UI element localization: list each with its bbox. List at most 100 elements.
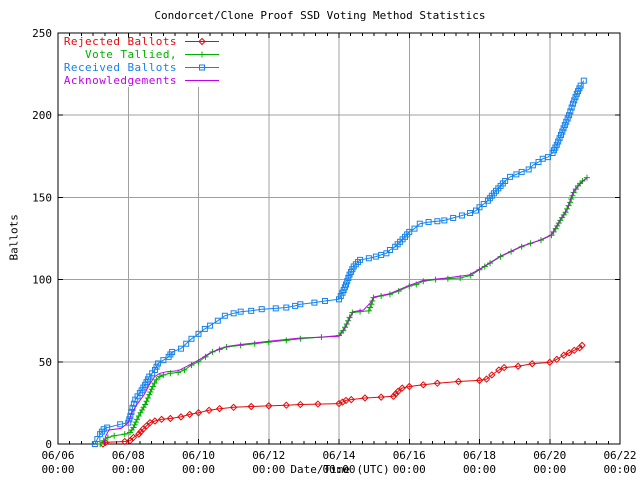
plus-marker (148, 386, 155, 393)
diamond-marker (151, 417, 159, 425)
diamond-marker (335, 399, 343, 408)
legend-item-acknowledgements: Acknowledgements (59, 74, 220, 87)
x-tick-label-date: 06/16 (393, 449, 426, 462)
square-marker (221, 312, 228, 319)
plus-marker (149, 383, 156, 390)
plus-marker (251, 340, 258, 347)
diamond-marker (392, 390, 400, 398)
square-marker (569, 100, 576, 107)
x-tick-label-time: 00:00 (252, 463, 285, 476)
plus-marker (121, 431, 128, 438)
x-axis-title: Date/Time (UTC) (290, 463, 390, 476)
legend-label-vote-tallied: Vote Tallied, (85, 48, 177, 61)
diamond-marker (398, 384, 406, 392)
diamond-marker (166, 414, 175, 423)
x-tick-label-date: 06/14 (322, 449, 355, 462)
square-marker (495, 185, 502, 192)
square-marker (535, 159, 542, 166)
square-marker (425, 219, 432, 226)
diamond-marker (482, 375, 491, 383)
square-marker (467, 210, 474, 217)
square-marker (556, 135, 563, 142)
diamond-marker (475, 376, 484, 385)
square-marker (557, 131, 564, 138)
legend-backdrop (59, 37, 223, 87)
diamond-marker (575, 344, 584, 352)
x-tick-label-time: 00:00 (533, 463, 566, 476)
x-tick-label-date: 06/18 (463, 449, 496, 462)
plus-marker (199, 51, 205, 58)
y-tick-label: 50 (39, 356, 52, 369)
diamond-marker (229, 403, 238, 412)
square-marker (349, 266, 356, 273)
diamond-marker (553, 355, 561, 364)
x-tick-label-time: 00:00 (182, 463, 215, 476)
series-line-acknowledgements (103, 177, 588, 445)
square-marker (476, 204, 483, 211)
square-marker (552, 144, 559, 151)
square-marker (525, 166, 532, 173)
square-marker (580, 77, 587, 84)
x-tick-label-time: 00:00 (603, 463, 636, 476)
diamond-marker (265, 402, 273, 410)
diamond-marker (433, 379, 442, 387)
diamond-marker (560, 351, 568, 359)
square-marker (183, 340, 190, 347)
diamond-marker (215, 404, 224, 413)
legend-item-received-ballots: Received Ballots (59, 61, 220, 74)
square-marker (434, 218, 441, 225)
square-marker (458, 212, 465, 219)
square-marker (560, 125, 567, 132)
plus-marker (128, 427, 135, 434)
plus-marker (144, 394, 151, 401)
gridlines (58, 33, 620, 444)
square-marker (345, 274, 352, 281)
plus-marker (153, 376, 160, 383)
square-marker (404, 231, 411, 238)
square-marker (207, 322, 214, 329)
diamond-marker (528, 360, 536, 368)
diamond-marker (419, 381, 428, 389)
series-markers-vote-tallied (97, 174, 590, 447)
square-marker (529, 162, 536, 169)
square-marker (354, 259, 361, 266)
plus-marker (570, 189, 577, 196)
square-marker (566, 112, 573, 119)
plus-marker (151, 380, 158, 387)
x-tick-label-date: 06/12 (252, 449, 285, 462)
square-marker (394, 241, 401, 248)
y-tick-label: 0 (45, 438, 52, 451)
plus-marker (265, 339, 272, 346)
square-marker (576, 85, 583, 92)
square-marker (134, 393, 141, 400)
plus-marker (156, 373, 163, 380)
square-marker (386, 247, 393, 254)
diamond-marker (247, 402, 255, 411)
x-tick-label-time: 00:00 (463, 463, 496, 476)
diamond-marker (488, 371, 496, 379)
x-tick-label-date: 06/10 (182, 449, 215, 462)
plus-marker (444, 275, 451, 282)
plus-marker (132, 419, 139, 426)
diamond-marker (405, 382, 413, 391)
diamond-marker (129, 433, 138, 442)
square-marker (117, 421, 124, 428)
x-tick-label-date: 06/06 (41, 449, 74, 462)
square-marker (563, 118, 570, 125)
plus-marker (131, 421, 138, 428)
diamond-marker (347, 395, 356, 404)
square-marker (248, 307, 255, 314)
legend-label-acknowledgements: Acknowledgements (63, 74, 177, 87)
square-marker (272, 305, 279, 312)
plus-marker (237, 342, 244, 349)
square-marker (559, 128, 566, 135)
square-marker (199, 64, 205, 71)
legend-line-sample-rejected-ballots (185, 37, 219, 46)
diamond-marker (314, 400, 322, 408)
square-marker (149, 370, 156, 377)
diamond-marker (177, 413, 185, 421)
y-tick-labels: 0 50 100 150 200 250 (32, 27, 52, 451)
square-marker (126, 416, 133, 423)
square-marker (399, 236, 406, 243)
